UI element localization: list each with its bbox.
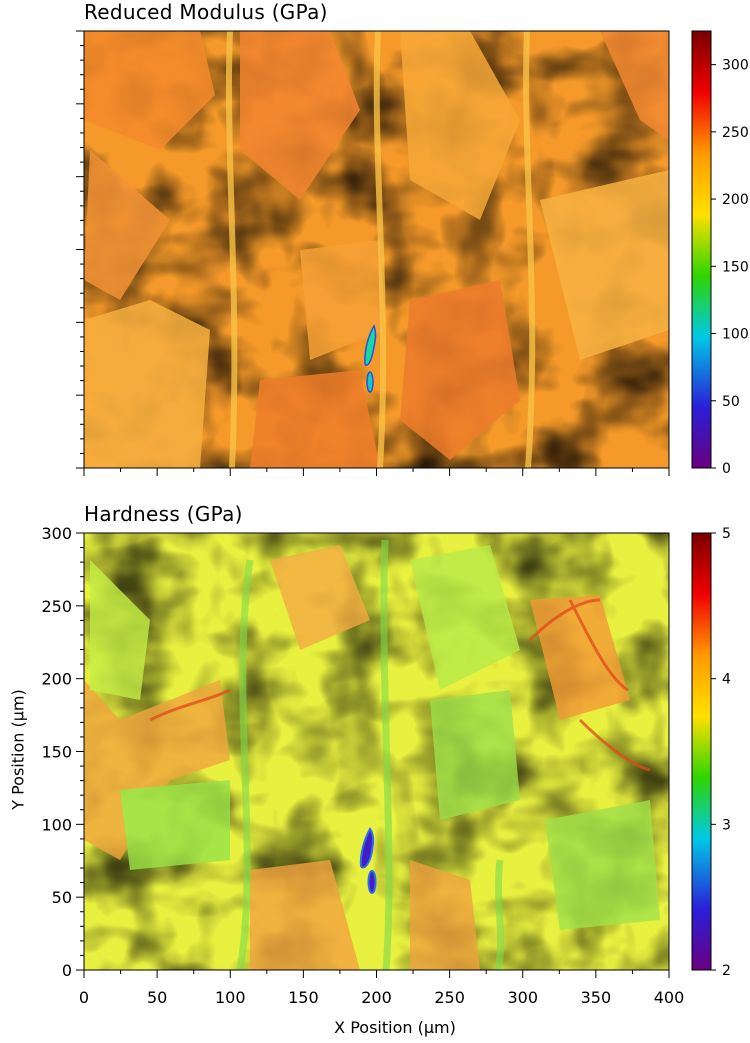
hardness-colorbar <box>691 532 712 971</box>
colorbar-tick-label: 4 <box>722 672 731 688</box>
x-tick-label: 400 <box>654 988 685 1007</box>
colorbar-tick-label: 0 <box>722 461 731 477</box>
y-tick-label: 150 <box>41 743 72 762</box>
hardness-low-feature <box>359 827 375 869</box>
y-tick-label: 200 <box>41 670 72 689</box>
x-axis-title: X Position (μm) <box>334 1018 456 1037</box>
colorbar-tick-label: 200 <box>722 192 749 208</box>
hardness-panel-title: Hardness (GPa) <box>84 502 243 526</box>
modulus-colorbar-ticks: 0 50 100 150 200 250 300 <box>711 58 749 477</box>
modulus-axis-ticks <box>76 30 670 476</box>
x-tick-label: 350 <box>581 988 612 1007</box>
y-tick-label: 50 <box>52 888 72 907</box>
y-tick-label: 100 <box>41 815 72 834</box>
modulus-colorbar <box>691 30 712 469</box>
colorbar-tick-label: 3 <box>722 817 731 833</box>
colorbar-tick-label: 150 <box>722 259 749 275</box>
modulus-grain-boundaries <box>225 31 536 468</box>
x-tick-label: 0 <box>79 988 89 1007</box>
x-tick-label: 150 <box>288 988 319 1007</box>
colorbar-tick-label: 50 <box>722 394 740 410</box>
modulus-panel-title: Reduced Modulus (GPa) <box>84 0 328 24</box>
hardness-colorbar-ticks: 2 3 4 5 <box>711 526 731 979</box>
y-tick-label: 250 <box>41 597 72 616</box>
x-tick-label: 200 <box>361 988 392 1007</box>
modulus-low-feature <box>364 324 377 366</box>
modulus-grain-regions <box>84 31 669 468</box>
x-tick-label: 50 <box>147 988 167 1007</box>
hardness-hard-lines <box>149 598 651 772</box>
x-tick-label: 300 <box>507 988 538 1007</box>
x-tick-label: 250 <box>434 988 465 1007</box>
colorbar-tick-label: 300 <box>722 58 749 74</box>
hardness-axis-ticks: 0 50 100 150 200 250 300 0 50 100 150 200 250 300 350 4… <box>41 524 684 1007</box>
colorbar-tick-label: 100 <box>722 327 749 343</box>
colorbar-tick-label: 2 <box>722 963 731 979</box>
y-tick-label: 0 <box>62 961 72 980</box>
hardness-grain-regions <box>84 545 660 970</box>
colorbar-tick-label: 250 <box>722 125 749 141</box>
hardness-grain-boundaries <box>236 539 505 970</box>
hardness-map <box>84 533 669 970</box>
modulus-map <box>84 31 669 468</box>
hardness-low-feature-2 <box>367 870 377 894</box>
modulus-low-feature-2 <box>366 371 374 393</box>
y-tick-label: 300 <box>41 524 72 543</box>
colorbar-tick-label: 5 <box>722 526 731 542</box>
x-tick-label: 100 <box>215 988 246 1007</box>
